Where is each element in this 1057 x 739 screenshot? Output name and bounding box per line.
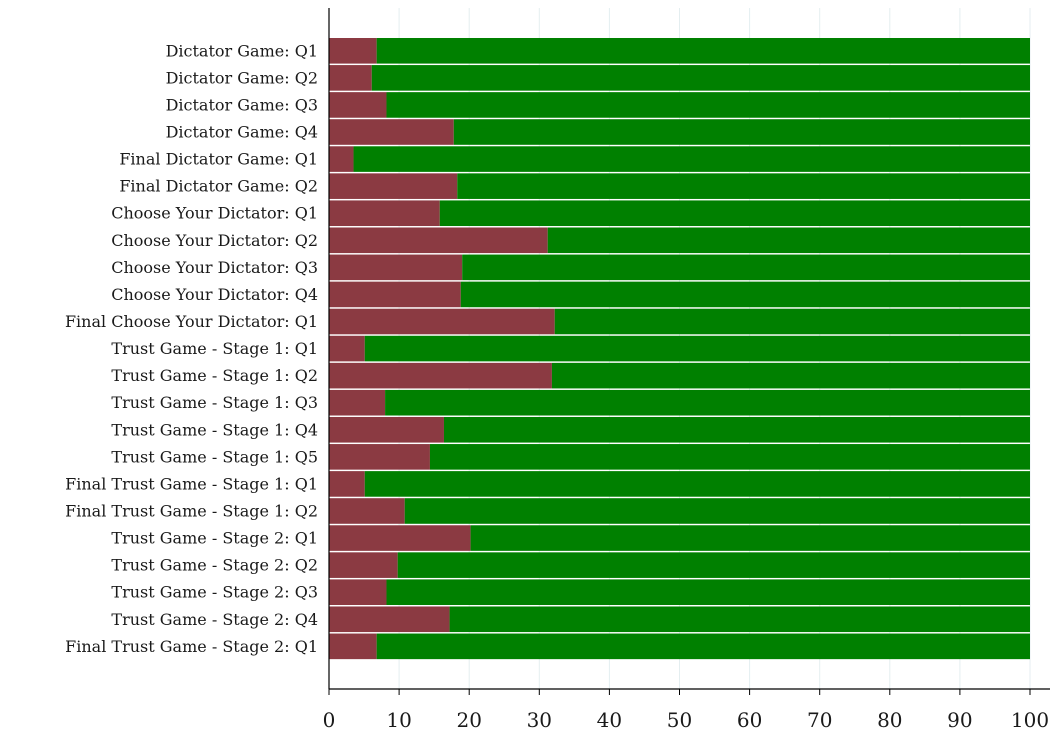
category-label-choose-your-dictator-q2: Choose Your Dictator: Q2 (111, 231, 318, 250)
bar-trust-game-stage-2-q4-series-2 (449, 606, 1030, 633)
category-label-final-trust-game-stage-1-q1: Final Trust Game - Stage 1: Q1 (65, 474, 318, 493)
bar-final-dictator-game-q2-series-2 (457, 173, 1031, 199)
bar-dictator-game-q1-series-2 (376, 38, 1031, 64)
bar-trust-game-stage-1-q5-series-2 (429, 444, 1031, 470)
bar-trust-game-stage-2-q2-series-1 (329, 552, 398, 578)
bar-final-trust-game-stage-1-q2-series-1 (329, 498, 405, 524)
bar-dictator-game-q2-series-1 (329, 65, 372, 91)
bar-final-trust-game-stage-1-q1-series-1 (329, 471, 365, 497)
bar-dictator-game-q1-series-1 (329, 38, 377, 64)
category-label-choose-your-dictator-q4: Choose Your Dictator: Q4 (111, 285, 318, 304)
bar-final-trust-game-stage-2-q1-series-1 (329, 633, 377, 660)
x-tick-label-30: 30 (527, 708, 552, 732)
bar-dictator-game-q3-series-1 (329, 92, 387, 118)
x-tick-label-20: 20 (456, 708, 481, 732)
bar-choose-your-dictator-q3-series-1 (329, 254, 463, 281)
category-label-dictator-game-q2: Dictator Game: Q2 (166, 68, 318, 87)
category-label-trust-game-stage-1-q1: Trust Game - Stage 1: Q1 (111, 339, 318, 358)
category-label-choose-your-dictator-q3: Choose Your Dictator: Q3 (111, 258, 318, 277)
category-labels: Dictator Game: Q1 Dictator Game: Q2 Dictat… (65, 41, 318, 656)
x-tick-label-80: 80 (877, 708, 902, 732)
bar-trust-game-stage-2-q3-series-2 (386, 579, 1030, 605)
bar-trust-game-stage-1-q1-series-2 (364, 335, 1031, 362)
bar-final-dictator-game-q1-series-1 (329, 146, 354, 172)
category-label-final-dictator-game-q1: Final Dictator Game: Q1 (119, 150, 318, 169)
x-tick-label-90: 90 (947, 708, 972, 732)
category-label-trust-game-stage-2-q1: Trust Game - Stage 2: Q1 (111, 529, 318, 548)
bar-final-choose-your-dictator-q1-series-1 (329, 308, 555, 335)
category-label-trust-game-stage-2-q3: Trust Game - Stage 2: Q3 (111, 583, 318, 602)
bar-final-trust-game-stage-1-q1-series-2 (364, 471, 1031, 497)
bar-trust-game-stage-1-q1-series-1 (329, 335, 365, 362)
bar-choose-your-dictator-q2-series-2 (547, 227, 1030, 254)
bar-dictator-game-q3-series-2 (386, 92, 1030, 118)
category-label-final-trust-game-stage-1-q2: Final Trust Game - Stage 1: Q2 (65, 501, 318, 520)
bar-choose-your-dictator-q3-series-2 (462, 254, 1030, 281)
bar-final-choose-your-dictator-q1-series-2 (554, 308, 1030, 335)
bar-dictator-game-q2-series-2 (371, 65, 1030, 91)
x-tick-label-60: 60 (737, 708, 762, 732)
category-label-final-dictator-game-q2: Final Dictator Game: Q2 (119, 177, 318, 196)
bar-trust-game-stage-2-q3-series-1 (329, 579, 387, 605)
category-label-trust-game-stage-1-q2: Trust Game - Stage 1: Q2 (111, 366, 318, 385)
bar-trust-game-stage-1-q3-series-1 (329, 389, 386, 416)
bar-trust-game-stage-1-q2-series-2 (551, 362, 1030, 389)
category-label-trust-game-stage-1-q5: Trust Game - Stage 1: Q5 (111, 447, 318, 466)
category-label-final-choose-your-dictator-q1: Final Choose Your Dictator: Q1 (65, 312, 318, 331)
bar-choose-your-dictator-q2-series-1 (329, 227, 548, 254)
bar-trust-game-stage-1-q2-series-1 (329, 362, 552, 389)
category-label-trust-game-stage-1-q3: Trust Game - Stage 1: Q3 (111, 393, 318, 412)
bar-dictator-game-q4-series-1 (329, 119, 454, 145)
category-label-dictator-game-q4: Dictator Game: Q4 (166, 123, 318, 142)
x-tick-label-10: 10 (386, 708, 411, 732)
category-label-trust-game-stage-1-q4: Trust Game - Stage 1: Q4 (111, 420, 318, 439)
bar-trust-game-stage-1-q4-series-1 (329, 416, 444, 443)
category-label-choose-your-dictator-q1: Choose Your Dictator: Q1 (111, 204, 318, 223)
bar-final-trust-game-stage-2-q1-series-2 (376, 633, 1031, 660)
x-tick-labels: 0 10 20 30 40 50 60 70 80 90 100 (323, 689, 1049, 732)
bar-trust-game-stage-2-q1-series-1 (329, 525, 471, 551)
bar-trust-game-stage-2-q4-series-1 (329, 606, 450, 633)
bar-choose-your-dictator-q1-series-2 (439, 200, 1030, 227)
category-label-final-trust-game-stage-2-q1: Final Trust Game - Stage 2: Q1 (65, 637, 318, 656)
bar-final-dictator-game-q1-series-2 (353, 146, 1030, 172)
bar-final-dictator-game-q2-series-1 (329, 173, 458, 199)
category-label-dictator-game-q3: Dictator Game: Q3 (166, 95, 318, 114)
category-label-trust-game-stage-2-q4: Trust Game - Stage 2: Q4 (111, 610, 318, 629)
x-tick-label-40: 40 (597, 708, 622, 732)
bar-choose-your-dictator-q4-series-2 (460, 281, 1031, 308)
bar-series (329, 38, 1031, 660)
bar-choose-your-dictator-q4-series-1 (329, 281, 461, 308)
x-tick-label-100: 100 (1011, 708, 1049, 732)
bar-choose-your-dictator-q1-series-1 (329, 200, 440, 227)
bar-trust-game-stage-2-q1-series-2 (470, 525, 1030, 551)
x-tick-label-0: 0 (323, 708, 336, 732)
x-tick-label-70: 70 (807, 708, 832, 732)
category-label-dictator-game-q1: Dictator Game: Q1 (166, 41, 318, 60)
bar-final-trust-game-stage-1-q2-series-2 (404, 498, 1030, 524)
category-label-trust-game-stage-2-q2: Trust Game - Stage 2: Q2 (111, 556, 318, 575)
bar-trust-game-stage-1-q3-series-2 (385, 389, 1031, 416)
bar-trust-game-stage-1-q5-series-1 (329, 444, 430, 470)
bar-dictator-game-q4-series-2 (453, 119, 1030, 145)
x-tick-label-50: 50 (667, 708, 692, 732)
bar-trust-game-stage-2-q2-series-2 (397, 552, 1030, 578)
bar-trust-game-stage-1-q4-series-2 (443, 416, 1030, 443)
